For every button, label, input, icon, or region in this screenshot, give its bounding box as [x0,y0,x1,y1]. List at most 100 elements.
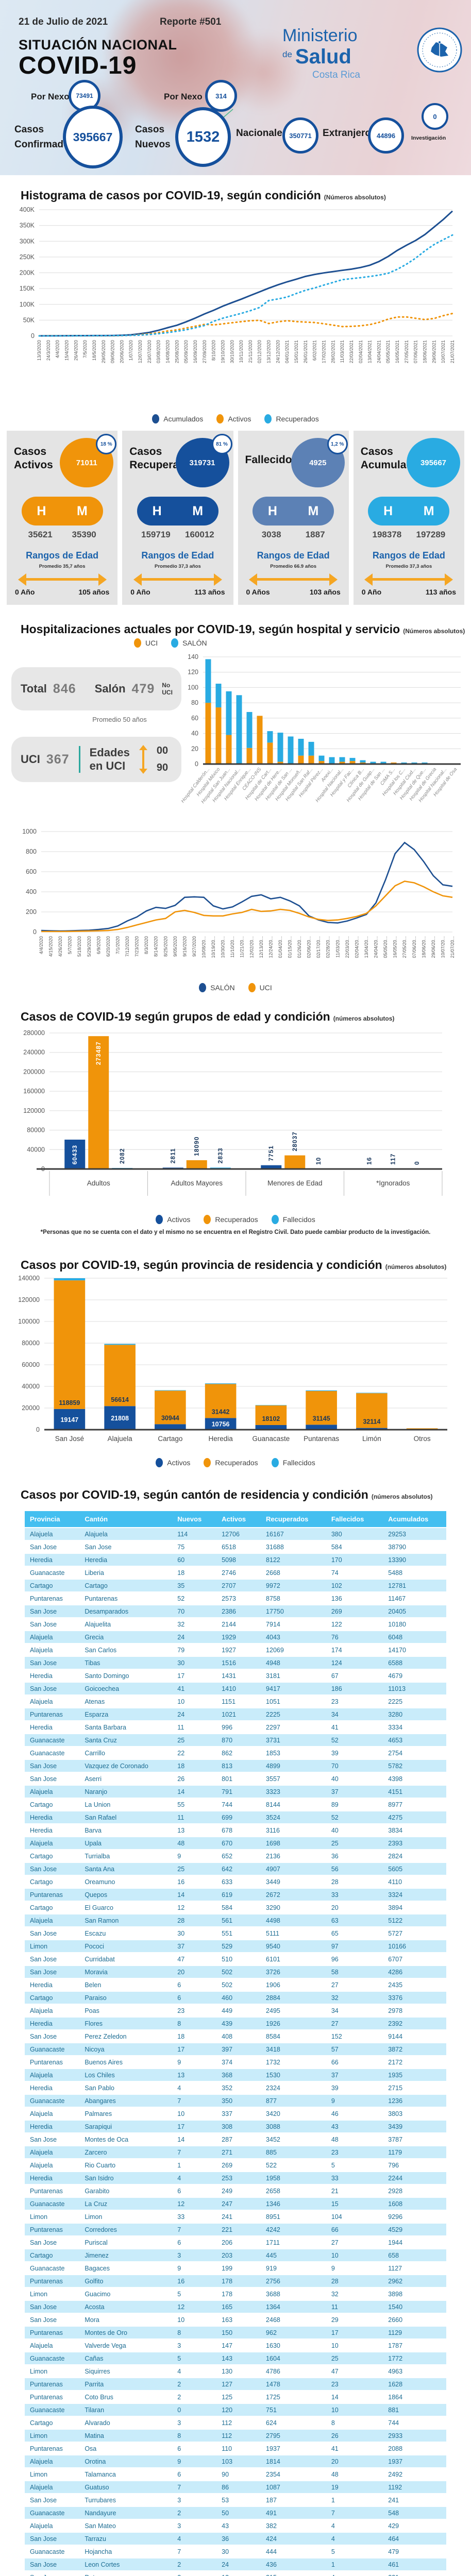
table-row: Alajuela San Mateo 3 43 382 4 429 [25,2519,446,2533]
table-cell: Alajuela [25,1837,80,1850]
table-cell: 3439 [383,2120,446,2133]
table-cell: 4242 [261,2223,326,2236]
table-cell: San Mateo [79,2519,173,2533]
table-cell: 1814 [261,2455,326,2468]
table-cell: Limon [25,1940,80,1953]
table-cell: Turrubares [79,2494,173,2507]
table-cell: Orotina [79,2455,173,2468]
table-cell: 89 [326,1798,383,1811]
table-cell: Limon [25,2468,80,2481]
svg-text:140: 140 [188,653,198,660]
table-cell: 796 [383,2159,446,2172]
svg-text:1/07/2020: 1/07/2020 [128,340,133,361]
table-cell: 24 [172,1708,217,1721]
table-cell: 32 [172,1618,217,1631]
histogram-chart: 0 50K 100K 150K 200K 250K 300K 350K 400K 13/3/202… [20,206,455,363]
table-cell: 40 [326,1772,383,1786]
svg-text:200000: 200000 [23,1068,45,1075]
table-cell: Puntarenas [79,1592,173,1605]
table-cell: 4398 [383,1772,446,1786]
table-cell: 27 [326,2236,383,2249]
table-cell: Perez Zeledon [79,2030,173,2043]
table-cell: 39 [326,1747,383,1760]
table-cell: 231 [383,2571,446,2576]
table-cell: Carrillo [79,1747,173,1760]
table-row: Cartago Oreamuno 16 633 3449 28 4110 [25,1875,446,1889]
table-cell: 436 [261,2558,326,2571]
table-cell: 4 [326,2532,383,2546]
table-cell: 120 [216,2403,261,2417]
no-uci-label: No UCI [162,682,173,696]
table-cell: 1926 [261,2017,326,2030]
table-cell: 3420 [261,2107,326,2121]
table-cell: 8 [172,2429,217,2443]
table-cell: 23 [326,1695,383,1708]
table-cell: Dota [79,2571,173,2576]
svg-text:Guanacaste: Guanacaste [252,1435,290,1443]
table-cell: Paraiso [79,1991,173,2005]
table-row: Puntarenas Montes de Oro 8 150 962 17 1129 [25,2326,446,2340]
table-cell: 66 [326,2056,383,2069]
page-title-line1: SITUACIÓN NACIONAL [19,37,177,53]
table-cell: 2 [172,2391,217,2404]
table-cell: 11013 [383,1682,446,1696]
table-row: Alajuela San Carlos 79 1927 12069 174 14170 [25,1643,446,1657]
table-cell: Upala [79,1837,173,1850]
table-row: Heredia Sarapiqui 17 308 3088 43 3439 [25,2120,446,2133]
table-row: San Jose Turrubares 3 53 187 1 241 [25,2494,446,2507]
table-cell: 2756 [261,2275,326,2288]
svg-text:100K: 100K [20,301,35,308]
table-cell: 9 [326,2262,383,2275]
table-cell: Limon [25,2210,80,2224]
table-cell: 1944 [383,2236,446,2249]
table-row: San Jose Puriscal 6 206 1711 27 1944 [25,2236,446,2249]
table-cell: Guanacaste [25,2352,80,2365]
table-cell: Belen [79,1978,173,1992]
svg-text:5/18/2020: 5/18/2020 [77,936,82,957]
table-cell: 28 [326,2275,383,2288]
svg-text:8/3/2020: 8/3/2020 [144,936,149,954]
table-cell: 174 [326,1643,383,1657]
table-cell: 5 [326,2545,383,2558]
svg-text:12/24/20...: 12/24/20... [268,936,273,958]
table-row: San Jose Goicoechea 41 1410 9417 186 11013 [25,1682,446,1696]
table-row: San Jose Escazu 30 551 5111 65 5727 [25,1927,446,1940]
table-cell: Sarapiqui [79,2120,173,2133]
table-cell: 1530 [261,2069,326,2082]
table-cell: 70 [172,1605,217,1618]
table-cell: 102 [326,1579,383,1592]
legend-item: Activos [156,1215,190,1224]
table-cell: 147 [216,2339,261,2352]
svg-text:8/25/2020: 8/25/2020 [163,936,168,957]
table-cell: 1127 [383,2262,446,2275]
recuperados-m: 160012 [185,530,214,539]
table-cell: 1346 [261,2197,326,2211]
svg-text:21/07/20...: 21/07/20... [450,936,455,958]
table-cell: 17750 [261,1605,326,1618]
table-cell: 2754 [383,1747,446,1760]
table-cell: 8 [172,2017,217,2030]
table-cell: 8584 [261,2030,326,2043]
table-cell: 1410 [216,1682,261,1696]
table-cell: 4679 [383,1669,446,1683]
svg-text:11/10/20...: 11/10/20... [230,936,235,958]
table-cell: 55 [172,1798,217,1811]
column-header: Acumulados [383,1511,446,1528]
table-cell: 479 [383,2545,446,2558]
svg-text:40000: 40000 [22,1383,40,1390]
svg-text:118859: 118859 [59,1399,80,1406]
hospital-section: Total 846 Salón 479 No UCI Promedio 50 a… [0,650,471,827]
table-cell: 112 [216,2416,261,2430]
svg-text:31145: 31145 [313,1415,330,1422]
table-row: Heredia San Isidro 4 253 1958 33 2244 [25,2172,446,2185]
table-row: Heredia Santa Barbara 11 996 2297 41 3334 [25,1721,446,1734]
legend-dot [171,638,179,648]
table-cell: 2435 [383,1978,446,1992]
table-row: Puntarenas Parrita 2 127 1478 23 1628 [25,2378,446,2391]
table-cell: 52 [326,1734,383,1747]
age-min: 0 Año [130,588,150,596]
confirmados-label: Casos Confirmados [14,124,75,150]
table-cell: Quepos [79,1888,173,1902]
svg-text:26/4/2020: 26/4/2020 [73,340,78,361]
